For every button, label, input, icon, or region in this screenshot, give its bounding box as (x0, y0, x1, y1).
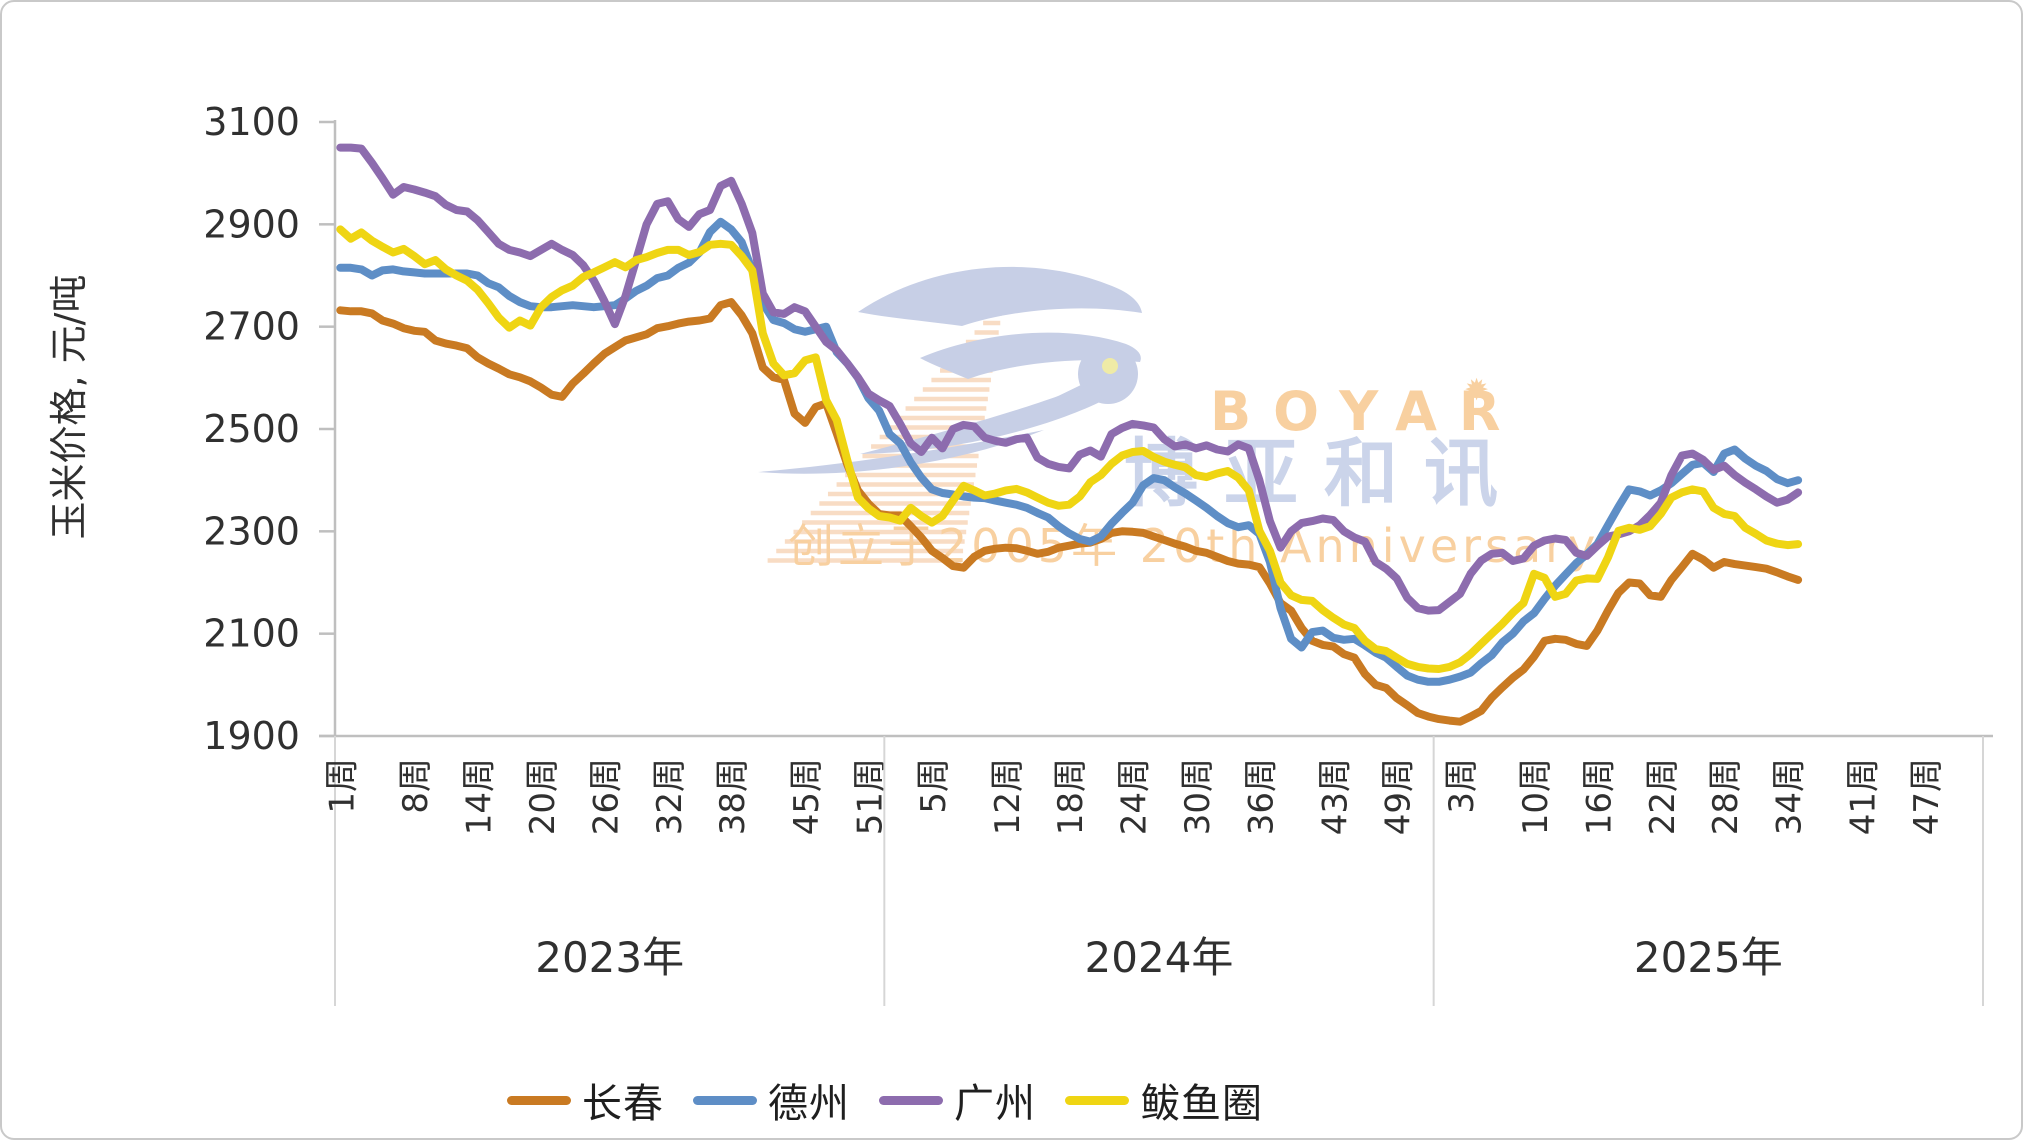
series-line-长春 (336, 298, 1803, 726)
legend-item-guangzhou: 广州 (879, 1071, 1036, 1129)
year-label: 2024年 (1085, 933, 1234, 982)
dezhou-line-swatch-icon (693, 1095, 757, 1105)
x-tick-label: 30周 (1178, 758, 1218, 835)
star-icon: ✹ (1464, 373, 1489, 408)
legend-label-dezhou: 德州 (768, 1081, 850, 1127)
series-line-德州 (336, 217, 1803, 686)
watermark: BOYAR ✹ 博亚和讯 创立于2005年 20th Anniversary (758, 266, 1595, 573)
year-label: 2023年 (535, 933, 684, 982)
x-tick-label: 16周 (1579, 758, 1619, 835)
x-tick-label: 38周 (713, 758, 753, 835)
watermark-brand-text: BOYAR (1210, 380, 1522, 443)
x-tick-label: 5周 (914, 758, 954, 814)
series-line-广州 (336, 143, 1803, 615)
y-tick-label: 2500 (203, 407, 300, 451)
x-tick-label: 8周 (396, 758, 436, 814)
y-axis-title: 玉米价格, 元/吨 (47, 275, 91, 540)
x-tick-label: 12周 (988, 758, 1028, 835)
x-tick-label: 32周 (650, 758, 690, 835)
y-tick-label: 2700 (203, 305, 300, 349)
bayuquan-line-swatch-icon (1065, 1095, 1129, 1105)
bird-eye-icon (1102, 358, 1118, 374)
legend-label-bayuquan: 鲅鱼圈 (1140, 1081, 1263, 1127)
series-lines (336, 143, 1803, 726)
x-tick-label: 47周 (1907, 758, 1947, 835)
x-tick-label: 14周 (460, 758, 500, 835)
y-tick-label: 2300 (203, 509, 300, 553)
year-label: 2025年 (1634, 933, 1783, 982)
x-tick-label: 26周 (586, 758, 626, 835)
swallow-logo-icon (758, 266, 1142, 474)
series-line-鲅鱼圈 (336, 225, 1803, 673)
x-tick-label: 34周 (1770, 758, 1810, 835)
axes: 3100 2900 2700 2500 2300 2100 1900 1周 8周 14周 20周 26… (203, 100, 1993, 1006)
x-tick-label: 10周 (1516, 758, 1556, 835)
x-tick-label: 49周 (1379, 758, 1419, 835)
x-tick-label: 28周 (1706, 758, 1746, 835)
y-tick-label: 2900 (203, 202, 300, 246)
x-tick-label: 24周 (1115, 758, 1155, 835)
x-tick-label: 20周 (523, 758, 563, 835)
x-tick-label: 3周 (1442, 758, 1482, 814)
x-tick-label: 18周 (1051, 758, 1091, 835)
legend-label-guangzhou: 广州 (954, 1081, 1036, 1127)
legend-item-bayuquan: 鲅鱼圈 (1065, 1071, 1263, 1129)
y-tick-label: 2100 (203, 612, 300, 656)
changchun-line-swatch-icon (507, 1095, 571, 1105)
y-tick-label: 1900 (203, 714, 300, 758)
legend: 长春 德州 广州 鲅鱼圈 (507, 1072, 1263, 1128)
x-tick-label: 22周 (1643, 758, 1683, 835)
x-tick-label: 1周 (322, 758, 362, 814)
guangzhou-line-swatch-icon (879, 1095, 943, 1105)
x-tick-label: 41周 (1844, 758, 1884, 835)
x-tick-label: 43周 (1315, 758, 1355, 835)
x-tick-label: 36周 (1241, 758, 1281, 835)
legend-item-changchun: 长春 (507, 1071, 664, 1129)
x-tick-label: 45周 (787, 758, 827, 835)
legend-label-changchun: 长春 (582, 1081, 664, 1127)
legend-item-dezhou: 德州 (693, 1071, 850, 1129)
y-tick-label: 3100 (203, 100, 300, 144)
